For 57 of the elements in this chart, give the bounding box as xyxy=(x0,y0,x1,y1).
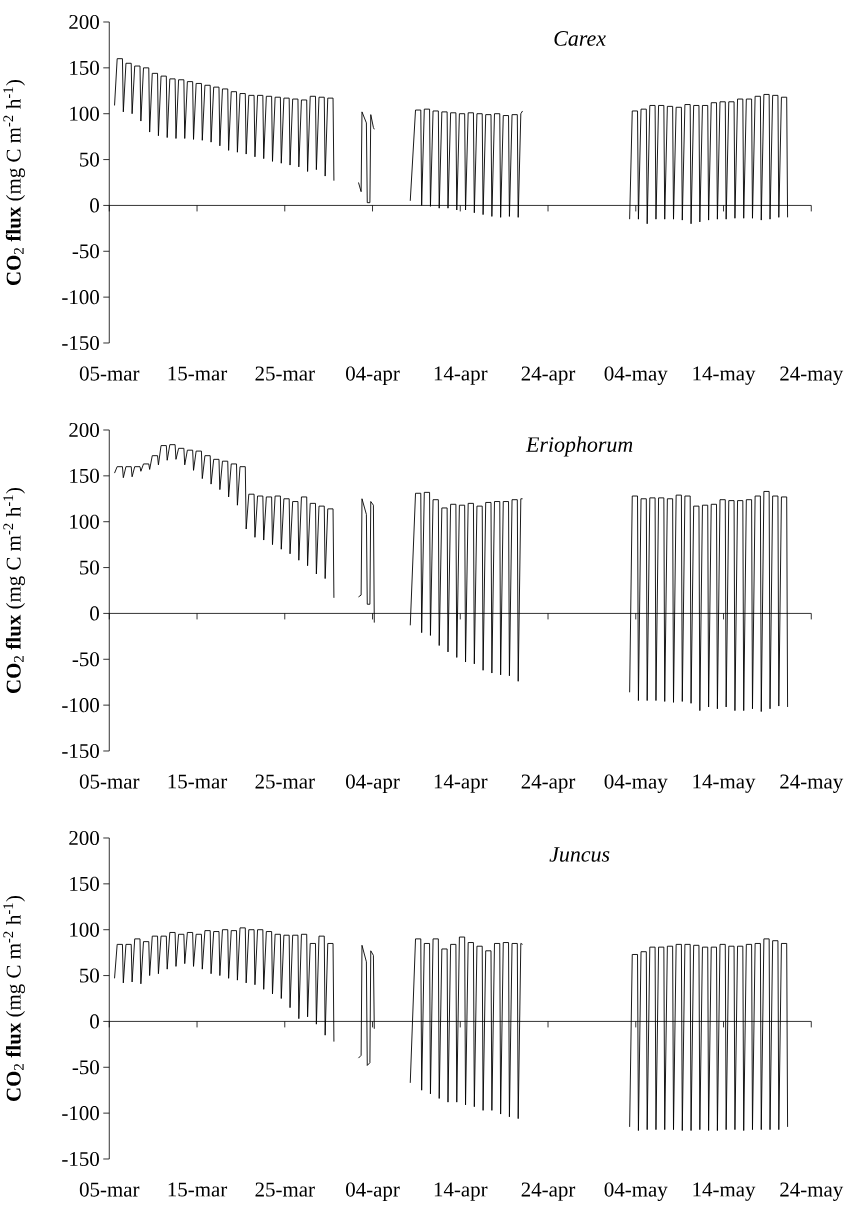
x-tick-label: 25-mar xyxy=(255,1182,315,1197)
x-tick-label: 04-may xyxy=(604,1182,668,1201)
x-tick-label: 14-apr xyxy=(434,774,488,793)
x-tick-label: 15-mar xyxy=(168,366,227,381)
y-tick-label: 200 xyxy=(69,14,99,30)
y-tick-label: 200 xyxy=(69,830,99,846)
y-tick-label: -50 xyxy=(72,244,99,259)
x-tick-label: 04-may xyxy=(604,774,668,793)
x-tick-label: 24-apr xyxy=(521,1182,576,1201)
chart-title: Carex xyxy=(554,31,606,46)
y-tick-label: 50 xyxy=(79,152,99,167)
y-tick-label: 150 xyxy=(70,876,99,891)
x-tick-label: 14-may xyxy=(693,774,756,793)
chart-title: Juncus xyxy=(549,847,610,862)
x-tick-label: 04-apr xyxy=(345,1182,400,1201)
x-tick-label: 04-apr xyxy=(345,774,400,793)
x-tick-label: 24-apr xyxy=(521,774,576,793)
x-tick-label: 04-apr xyxy=(345,366,400,385)
y-tick-label: 150 xyxy=(70,468,99,483)
y-tick-label: -50 xyxy=(72,652,99,667)
x-tick-label: 24-may xyxy=(780,366,844,385)
x-tick-label: 05-mar xyxy=(79,366,140,381)
y-tick-label: 200 xyxy=(69,422,99,438)
chart-title: Eriophorum xyxy=(525,436,633,457)
x-tick-label: 25-mar xyxy=(255,366,315,381)
y-tick-label: 150 xyxy=(70,60,99,75)
y-tick-label: -100 xyxy=(62,290,99,305)
x-tick-label: 14-apr xyxy=(434,366,488,385)
y-tick-label: 50 xyxy=(79,968,99,983)
y-tick-label: -100 xyxy=(62,698,99,713)
x-tick-label: 15-mar xyxy=(168,774,227,789)
x-tick-label: 24-may xyxy=(780,774,844,793)
y-tick-label: -150 xyxy=(62,335,99,351)
y-axis-title: CO$_{2}$ flux (mg C m$^{-2}$ h$^{-1}$) xyxy=(3,79,25,285)
y-tick-label: -50 xyxy=(72,1060,99,1075)
y-tick-label: 100 xyxy=(70,514,99,529)
x-tick-label: 14-apr xyxy=(434,1182,488,1201)
x-tick-label: 15-mar xyxy=(168,1182,227,1197)
x-tick-label: 05-mar xyxy=(79,1182,140,1197)
y-tick-label: 50 xyxy=(79,560,99,575)
y-tick-label: 100 xyxy=(70,922,99,937)
y-tick-label: -100 xyxy=(62,1106,99,1121)
y-tick-label: 0 xyxy=(89,198,99,213)
x-tick-label: 25-mar xyxy=(255,774,315,789)
y-tick-label: 100 xyxy=(70,106,99,121)
y-axis-title: CO$_{2}$ flux (mg C m$^{-2}$ h$^{-1}$) xyxy=(3,895,25,1101)
y-tick-label: 0 xyxy=(89,606,99,621)
y-tick-label: -150 xyxy=(62,743,99,759)
y-tick-label: -150 xyxy=(62,1151,99,1167)
x-tick-label: 14-may xyxy=(693,1182,756,1201)
x-tick-label: 14-may xyxy=(693,366,756,385)
x-tick-label: 24-may xyxy=(780,1182,844,1201)
y-tick-label: 0 xyxy=(89,1014,99,1029)
y-axis-title: CO$_{2}$ flux (mg C m$^{-2}$ h$^{-1}$) xyxy=(3,487,25,693)
x-tick-label: 04-may xyxy=(604,366,668,385)
x-tick-label: 05-mar xyxy=(79,774,140,789)
x-tick-label: 24-apr xyxy=(521,366,576,385)
